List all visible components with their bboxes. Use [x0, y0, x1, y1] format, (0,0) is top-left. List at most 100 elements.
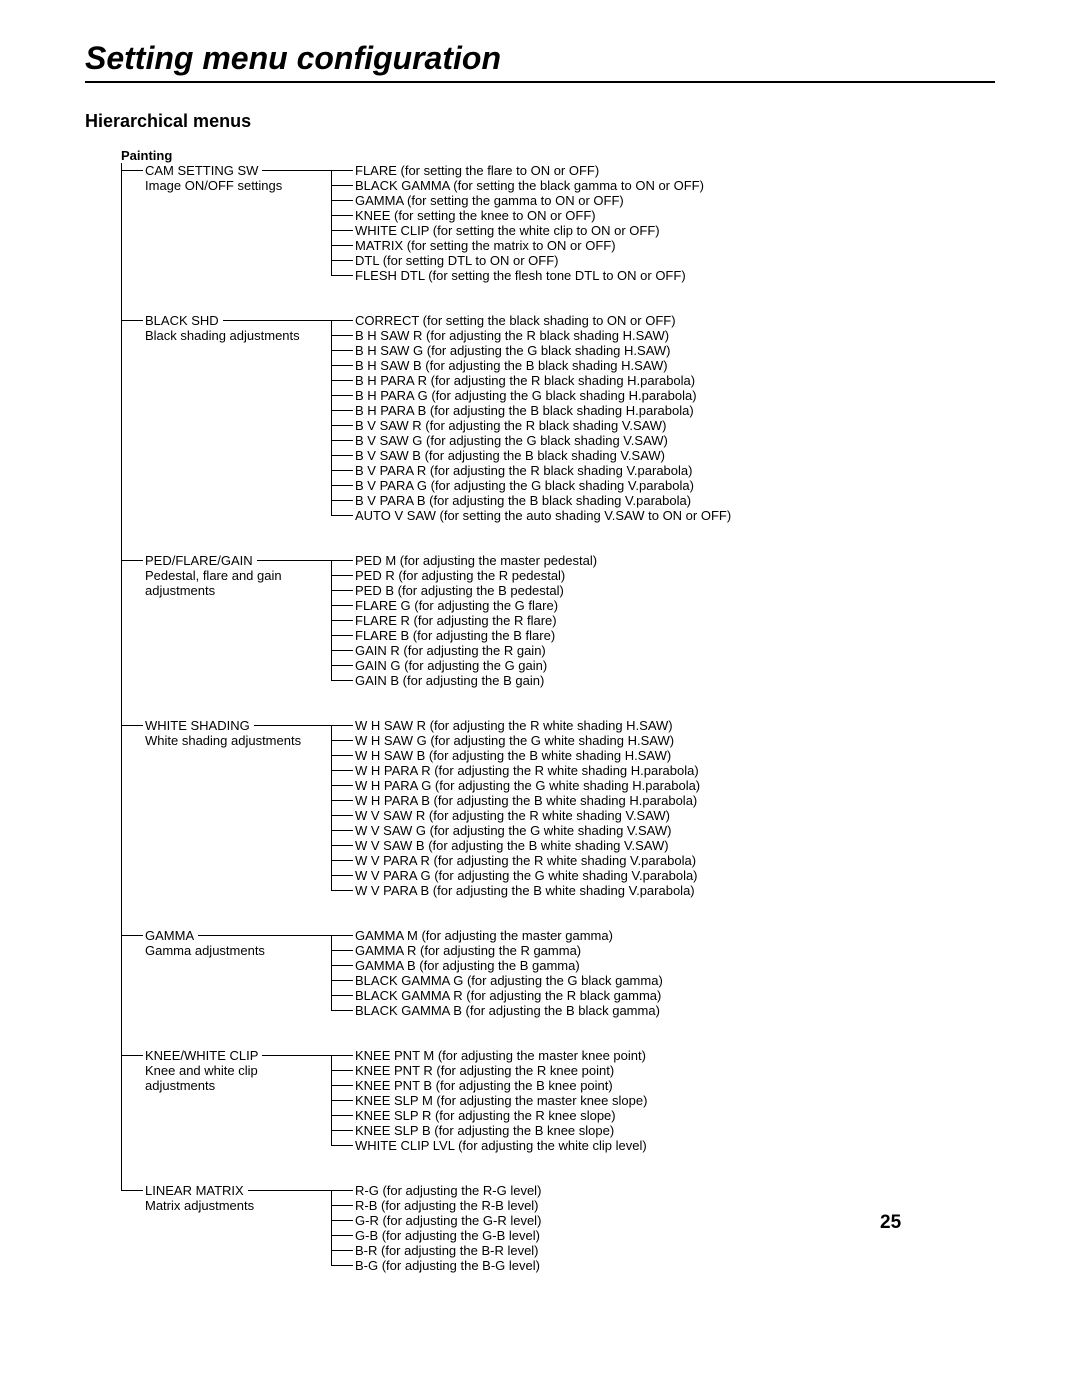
menu-item-label: PED R (for adjusting the R pedestal)	[355, 568, 565, 583]
menu-item-label: WHITE CLIP LVL (for adjusting the white …	[355, 1138, 647, 1153]
menu-item-label: W V SAW G (for adjusting the G white sha…	[355, 823, 671, 838]
menu-item: B-R (for adjusting the B-R level)	[355, 1243, 541, 1258]
menu-item: B H SAW B (for adjusting the B black sha…	[355, 358, 731, 373]
menu-item: KNEE PNT B (for adjusting the B knee poi…	[355, 1078, 647, 1093]
menu-item-label: GAIN B (for adjusting the B gain)	[355, 673, 544, 688]
category-desc: Image ON/OFF settings	[145, 178, 331, 193]
menu-item: B H PARA R (for adjusting the R black sh…	[355, 373, 731, 388]
menu-item-label: G-R (for adjusting the G-R level)	[355, 1213, 541, 1228]
menu-item-label: G-B (for adjusting the G-B level)	[355, 1228, 540, 1243]
menu-item: W V SAW B (for adjusting the B white sha…	[355, 838, 700, 853]
menu-item-label: W H PARA B (for adjusting the B white sh…	[355, 793, 697, 808]
menu-item-label: B H PARA B (for adjusting the B black sh…	[355, 403, 694, 418]
menu-item: GAMMA (for setting the gamma to ON or OF…	[355, 193, 704, 208]
menu-category: WHITE SHADINGWhite shading adjustmentsW …	[121, 718, 995, 898]
menu-item-label: W V PARA R (for adjusting the R white sh…	[355, 853, 696, 868]
menu-item-label: DTL (for setting DTL to ON or OFF)	[355, 253, 558, 268]
menu-item-label: BLACK GAMMA G (for adjusting the G black…	[355, 973, 663, 988]
menu-item-label: WHITE CLIP (for setting the white clip t…	[355, 223, 660, 238]
menu-item: GAIN R (for adjusting the R gain)	[355, 643, 597, 658]
menu-item-label: B V SAW G (for adjusting the G black sha…	[355, 433, 668, 448]
menu-item-label: W V PARA G (for adjusting the G white sh…	[355, 868, 698, 883]
menu-item: PED M (for adjusting the master pedestal…	[355, 553, 597, 568]
menu-category: LINEAR MATRIXMatrix adjustmentsR-G (for …	[121, 1183, 995, 1273]
menu-item: KNEE PNT R (for adjusting the R knee poi…	[355, 1063, 647, 1078]
category-desc: Pedestal, flare and gain adjustments	[145, 568, 331, 598]
category-desc: Knee and white clip adjustments	[145, 1063, 331, 1093]
menu-item: W H PARA G (for adjusting the G white sh…	[355, 778, 700, 793]
menu-item: W V SAW G (for adjusting the G white sha…	[355, 823, 700, 838]
menu-item: W V PARA G (for adjusting the G white sh…	[355, 868, 700, 883]
menu-item: W H PARA R (for adjusting the R white sh…	[355, 763, 700, 778]
menu-item-label: GAMMA (for setting the gamma to ON or OF…	[355, 193, 624, 208]
menu-item: FLARE G (for adjusting the G flare)	[355, 598, 597, 613]
menu-item: PED B (for adjusting the B pedestal)	[355, 583, 597, 598]
menu-item-label: GAMMA B (for adjusting the B gamma)	[355, 958, 580, 973]
menu-item: B H SAW G (for adjusting the G black sha…	[355, 343, 731, 358]
page-number: 25	[880, 1212, 901, 1234]
menu-item-label: KNEE (for setting the knee to ON or OFF)	[355, 208, 596, 223]
menu-item: W V PARA R (for adjusting the R white sh…	[355, 853, 700, 868]
menu-item: BLACK GAMMA (for setting the black gamma…	[355, 178, 704, 193]
menu-item: AUTO V SAW (for setting the auto shading…	[355, 508, 731, 523]
menu-item: FLARE (for setting the flare to ON or OF…	[355, 163, 704, 178]
menu-item: PED R (for adjusting the R pedestal)	[355, 568, 597, 583]
menu-item-label: B V PARA G (for adjusting the G black sh…	[355, 478, 694, 493]
menu-item: KNEE SLP R (for adjusting the R knee slo…	[355, 1108, 647, 1123]
menu-item-label: FLARE (for setting the flare to ON or OF…	[355, 163, 599, 178]
menu-item-label: AUTO V SAW (for setting the auto shading…	[355, 508, 731, 523]
menu-item: G-R (for adjusting the G-R level)	[355, 1213, 541, 1228]
category-desc: Gamma adjustments	[145, 943, 331, 958]
menu-item: W V PARA B (for adjusting the B white sh…	[355, 883, 700, 898]
menu-item-label: KNEE PNT M (for adjusting the master kne…	[355, 1048, 646, 1063]
menu-item: B H SAW R (for adjusting the R black sha…	[355, 328, 731, 343]
menu-item: KNEE SLP M (for adjusting the master kne…	[355, 1093, 647, 1108]
menu-item-label: W H PARA R (for adjusting the R white sh…	[355, 763, 699, 778]
menu-item-label: B H PARA R (for adjusting the R black sh…	[355, 373, 695, 388]
menu-item: GAMMA R (for adjusting the R gamma)	[355, 943, 663, 958]
root-label: Painting	[121, 148, 995, 163]
menu-item: B V SAW B (for adjusting the B black sha…	[355, 448, 731, 463]
page-title: Setting menu configuration	[85, 40, 995, 83]
menu-item: B-G (for adjusting the B-G level)	[355, 1258, 541, 1273]
menu-item: B V PARA R (for adjusting the R black sh…	[355, 463, 731, 478]
menu-item-label: GAMMA R (for adjusting the R gamma)	[355, 943, 581, 958]
menu-item-label: B V PARA B (for adjusting the B black sh…	[355, 493, 691, 508]
menu-item-label: W V PARA B (for adjusting the B white sh…	[355, 883, 695, 898]
menu-item: WHITE CLIP LVL (for adjusting the white …	[355, 1138, 647, 1153]
menu-item: WHITE CLIP (for setting the white clip t…	[355, 223, 704, 238]
menu-item: W H PARA B (for adjusting the B white sh…	[355, 793, 700, 808]
menu-item: R-B (for adjusting the R-B level)	[355, 1198, 541, 1213]
menu-item: BLACK GAMMA R (for adjusting the R black…	[355, 988, 663, 1003]
menu-item-label: PED M (for adjusting the master pedestal…	[355, 553, 597, 568]
category-desc: Matrix adjustments	[145, 1198, 331, 1213]
menu-item: B V PARA G (for adjusting the G black sh…	[355, 478, 731, 493]
menu-item-label: BLACK GAMMA B (for adjusting the B black…	[355, 1003, 660, 1018]
menu-item: W V SAW R (for adjusting the R white sha…	[355, 808, 700, 823]
category-desc: White shading adjustments	[145, 733, 331, 748]
menu-item: DTL (for setting DTL to ON or OFF)	[355, 253, 704, 268]
menu-item: B H PARA G (for adjusting the G black sh…	[355, 388, 731, 403]
category-desc: Black shading adjustments	[145, 328, 331, 343]
section-heading: Hierarchical menus	[85, 111, 995, 132]
menu-item: B H PARA B (for adjusting the B black sh…	[355, 403, 731, 418]
menu-item-label: B V PARA R (for adjusting the R black sh…	[355, 463, 692, 478]
menu-item-label: KNEE SLP B (for adjusting the B knee slo…	[355, 1123, 614, 1138]
menu-item: W H SAW B (for adjusting the B white sha…	[355, 748, 700, 763]
menu-item-label: CORRECT (for setting the black shading t…	[355, 313, 676, 328]
menu-category: CAM SETTING SWImage ON/OFF settingsFLARE…	[121, 163, 995, 283]
menu-item-label: KNEE SLP R (for adjusting the R knee slo…	[355, 1108, 616, 1123]
menu-item-label: B H SAW B (for adjusting the B black sha…	[355, 358, 668, 373]
menu-item-label: FLARE B (for adjusting the B flare)	[355, 628, 555, 643]
menu-item-label: W H SAW R (for adjusting the R white sha…	[355, 718, 673, 733]
menu-item: B V PARA B (for adjusting the B black sh…	[355, 493, 731, 508]
menu-item-label: GAMMA M (for adjusting the master gamma)	[355, 928, 613, 943]
menu-item: FLESH DTL (for setting the flesh tone DT…	[355, 268, 704, 283]
menu-item-label: B-R (for adjusting the B-R level)	[355, 1243, 539, 1258]
menu-item-label: B H PARA G (for adjusting the G black sh…	[355, 388, 697, 403]
menu-item-label: FLARE G (for adjusting the G flare)	[355, 598, 558, 613]
menu-item: W H SAW R (for adjusting the R white sha…	[355, 718, 700, 733]
menu-item: KNEE PNT M (for adjusting the master kne…	[355, 1048, 647, 1063]
menu-item-label: KNEE PNT R (for adjusting the R knee poi…	[355, 1063, 614, 1078]
menu-category: KNEE/WHITE CLIPKnee and white clip adjus…	[121, 1048, 995, 1153]
